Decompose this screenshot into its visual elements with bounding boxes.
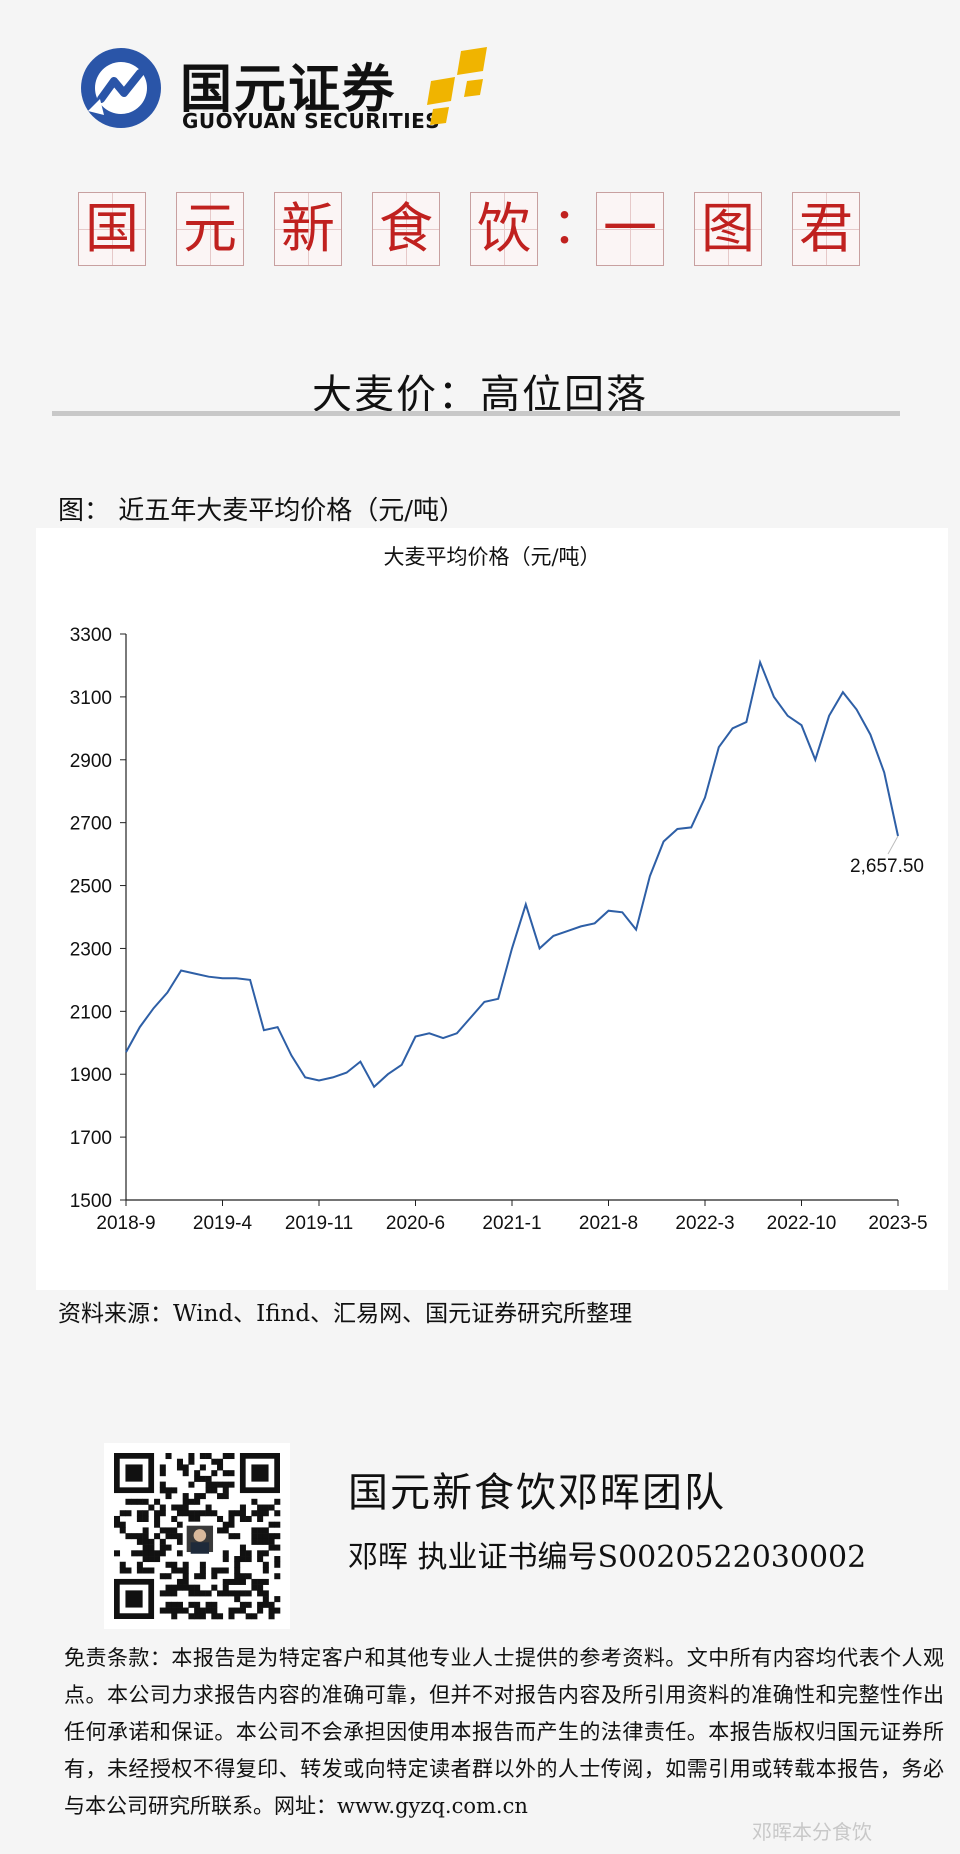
y-tick-label: 3100 bbox=[70, 688, 112, 709]
y-tick-label: 2900 bbox=[70, 751, 112, 772]
barley-price-chart: 大麦平均价格（元/吨） 1500 1700 1900 2100 2300 2500 2700… bbox=[70, 545, 928, 1234]
y-tick-label: 1900 bbox=[70, 1065, 112, 1086]
guoyuan-logo-icon bbox=[81, 48, 161, 128]
analyst-credential: 邓晖 执业证书编号S0020522030002 bbox=[348, 1540, 867, 1575]
qr-code-icon bbox=[104, 1443, 290, 1629]
watermark: 邓晖本分食饮 bbox=[752, 1820, 872, 1844]
y-tick-label: 1500 bbox=[70, 1191, 112, 1212]
banner-char: 国 bbox=[78, 192, 146, 266]
series-line-barley-price bbox=[125, 658, 899, 1089]
x-tick-label: 2022-3 bbox=[675, 1213, 734, 1234]
x-tick-label: 2019-11 bbox=[285, 1213, 353, 1234]
brand-name-en: GUOYUAN SECURITIES bbox=[182, 109, 441, 133]
end-value-label: 2,657.50 bbox=[850, 856, 924, 877]
banner-colon: ： bbox=[552, 197, 602, 255]
brand-name-cn: 国元证券 bbox=[180, 60, 397, 120]
x-tick-label: 2022-10 bbox=[767, 1213, 837, 1234]
banner-char: 食 bbox=[372, 192, 440, 266]
y-tick-label: 2300 bbox=[70, 939, 112, 960]
banner-char: 饮 bbox=[470, 192, 538, 266]
x-tick-label: 2018-9 bbox=[96, 1213, 155, 1234]
banner-char: 图 bbox=[694, 192, 762, 266]
headline: 大麦价：高位回落 bbox=[312, 372, 648, 418]
end-label-leader bbox=[887, 835, 899, 855]
x-tick-label: 2019-4 bbox=[193, 1213, 253, 1234]
gold-stars-icon bbox=[427, 47, 487, 125]
series-banner: 国 元 新 食 饮 ： 一 图 君 bbox=[78, 192, 860, 268]
disclaimer: 免责条款：本报告是为特定客户和其他专业人士提供的参考资料。文中所有内容均代表个人… bbox=[64, 1646, 944, 1818]
data-source: 资料来源：Wind、Ifind、汇易网、国元证券研究所整理 bbox=[58, 1301, 633, 1327]
chart-panel: 大麦平均价格（元/吨） 1500 1700 1900 2100 2300 2500 2700… bbox=[36, 528, 948, 1290]
y-tick-label: 2100 bbox=[70, 1002, 112, 1023]
x-tick-label: 2021-1 bbox=[482, 1213, 541, 1234]
banner-char: 元 bbox=[176, 192, 244, 266]
banner-char: 新 bbox=[274, 192, 342, 266]
headline-divider bbox=[52, 411, 900, 416]
y-tick-label: 2700 bbox=[70, 814, 112, 835]
banner-char: 一 bbox=[596, 192, 664, 266]
x-tick-label: 2023-5 bbox=[868, 1213, 927, 1234]
x-tick-label: 2020-6 bbox=[386, 1213, 445, 1234]
chart-title: 大麦平均价格（元/吨） bbox=[383, 545, 600, 569]
y-tick-label: 3300 bbox=[70, 625, 112, 646]
team-name: 国元新食饮邓晖团队 bbox=[348, 1470, 726, 1516]
brand-logo: 国元证券 GUOYUAN SECURITIES bbox=[78, 45, 518, 140]
figure-caption: 图： 近五年大麦平均价格（元/吨） bbox=[58, 496, 466, 526]
banner-char: 君 bbox=[792, 192, 860, 266]
y-tick-label: 1700 bbox=[70, 1128, 112, 1149]
x-tick-label: 2021-8 bbox=[579, 1213, 638, 1234]
y-tick-label: 2500 bbox=[70, 877, 112, 898]
